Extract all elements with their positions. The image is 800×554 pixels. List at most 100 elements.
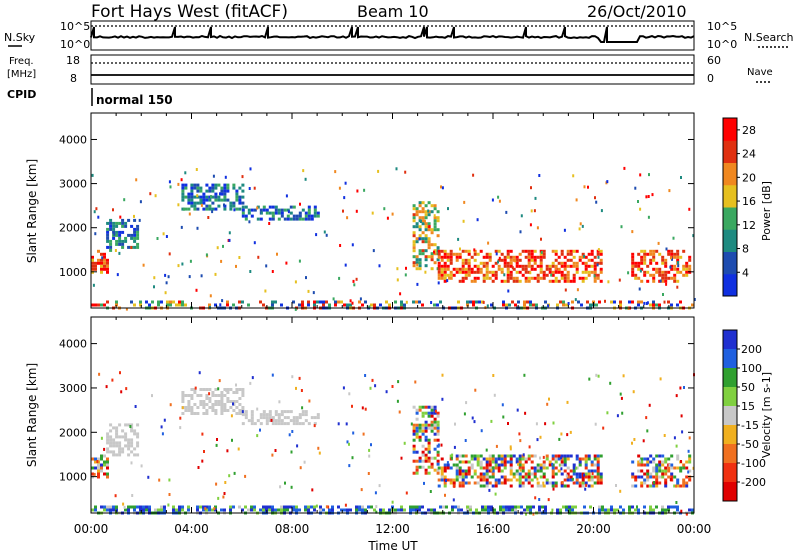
data-cell [658, 454, 662, 458]
data-cell [652, 258, 656, 262]
data-cell [602, 426, 605, 430]
data-cell [342, 209, 344, 213]
data-cell [424, 213, 428, 217]
data-cell [485, 270, 489, 274]
data-cell [436, 210, 440, 214]
data-cell [464, 261, 468, 265]
data-cell [280, 214, 284, 218]
data-cell [436, 228, 440, 232]
data-cell [289, 419, 293, 423]
data-cell [551, 481, 555, 485]
data-cell [106, 236, 110, 240]
data-cell [296, 444, 299, 448]
data-cell [557, 469, 561, 473]
data-cell [655, 270, 659, 274]
data-cell [229, 388, 233, 391]
data-cell [575, 475, 579, 479]
data-cell [131, 494, 134, 497]
data-cell [464, 273, 468, 277]
data-cell [530, 454, 534, 458]
data-cell [692, 234, 695, 238]
data-cell [112, 230, 116, 234]
data-cell [322, 300, 325, 304]
data-cell [542, 276, 546, 280]
data-cell [655, 481, 659, 485]
data-cell [565, 474, 568, 478]
data-cell [290, 450, 293, 454]
data-cell [509, 249, 513, 253]
data-cell [640, 267, 644, 271]
data-cell [199, 195, 203, 199]
data-cell [530, 267, 534, 271]
y-tick-label: 2000 [59, 222, 87, 235]
data-cell [106, 508, 109, 512]
data-cell [100, 469, 103, 473]
data-cell [581, 457, 585, 461]
data-cell [400, 303, 403, 307]
data-cell [253, 241, 256, 245]
data-cell [479, 466, 483, 470]
data-cell [451, 508, 454, 512]
data-cell [114, 249, 117, 252]
data-cell [631, 258, 635, 262]
power-data-cells [91, 166, 696, 311]
data-cell [539, 475, 543, 479]
data-cell [500, 469, 504, 473]
data-cell [436, 468, 440, 472]
data-cell [160, 300, 163, 304]
data-cell [415, 210, 419, 214]
data-cell [179, 426, 182, 430]
data-cell [487, 505, 490, 509]
data-cell [464, 276, 468, 280]
data-cell [526, 508, 529, 512]
data-cell [454, 422, 456, 426]
data-cell [545, 273, 549, 277]
data-cell [349, 303, 352, 307]
data-cell [264, 289, 267, 293]
data-cell [301, 410, 305, 414]
data-cell [560, 460, 564, 464]
data-cell [575, 478, 579, 482]
data-cell [217, 496, 220, 500]
data-cell [485, 484, 489, 488]
data-cell [503, 279, 507, 283]
data-cell [509, 457, 513, 461]
data-cell [467, 469, 471, 473]
data-cell [268, 508, 271, 512]
data-cell [492, 374, 495, 377]
data-cell [466, 505, 469, 509]
data-cell [505, 303, 508, 307]
data-cell [493, 508, 496, 512]
data-cell [277, 419, 281, 423]
data-cell [202, 406, 206, 409]
data-cell [559, 300, 562, 304]
data-cell [517, 505, 520, 509]
data-cell [497, 454, 501, 458]
data-cell [530, 255, 534, 259]
data-cell [124, 444, 128, 448]
data-cell [208, 207, 212, 211]
data-cell [500, 463, 504, 467]
data-cell [196, 186, 200, 190]
data-cell [552, 421, 555, 425]
data-cell [220, 186, 224, 190]
data-cell [516, 408, 519, 412]
data-cell [599, 270, 603, 274]
data-cell [464, 481, 468, 485]
data-cell [664, 484, 668, 488]
data-cell [130, 505, 133, 509]
data-cell [676, 252, 680, 256]
data-cell [412, 264, 416, 268]
data-cell [494, 457, 498, 461]
data-cell [575, 472, 579, 476]
data-cell [631, 252, 635, 256]
data-cell [404, 170, 407, 174]
data-cell [497, 260, 499, 264]
data-cell [578, 258, 582, 262]
data-cell [208, 305, 211, 309]
data-cell [298, 303, 301, 307]
data-cell [412, 204, 416, 208]
data-cell [181, 195, 185, 199]
data-cell [148, 303, 151, 307]
data-cell [118, 239, 122, 243]
